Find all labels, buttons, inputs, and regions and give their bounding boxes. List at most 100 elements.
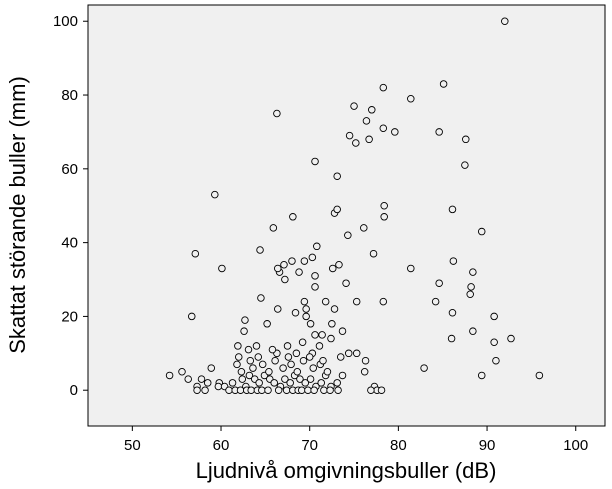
data-point — [214, 382, 223, 391]
data-point — [309, 364, 317, 372]
y-tick-label: 80 — [61, 87, 78, 104]
data-point — [280, 261, 288, 269]
data-point — [281, 275, 289, 284]
y-tick-label: 100 — [53, 13, 78, 30]
y-tick-label: 60 — [61, 161, 78, 178]
data-points — [165, 17, 544, 394]
data-point — [318, 331, 326, 339]
data-point — [302, 312, 310, 321]
data-point — [207, 364, 216, 372]
data-point — [344, 349, 353, 358]
data-point — [449, 257, 458, 265]
data-point — [333, 172, 341, 180]
data-point — [264, 386, 272, 394]
data-point — [233, 360, 241, 369]
data-point — [380, 201, 388, 210]
data-point — [297, 386, 306, 394]
data-point — [268, 345, 277, 354]
data-point — [289, 213, 297, 221]
data-point — [240, 327, 248, 335]
data-point — [335, 261, 343, 269]
data-point — [283, 342, 292, 350]
data-point — [329, 264, 337, 273]
x-tick-label: 80 — [390, 437, 407, 454]
data-point — [323, 368, 332, 376]
data-point — [279, 364, 287, 372]
data-point — [360, 368, 369, 376]
data-point — [352, 349, 361, 358]
data-point — [367, 386, 375, 394]
x-axis: 50 60 70 80 90 100 — [124, 426, 588, 454]
data-point — [311, 283, 319, 291]
data-point — [407, 264, 415, 273]
data-point — [333, 205, 341, 214]
y-tick-label: 0 — [70, 382, 78, 399]
data-point — [258, 360, 267, 369]
data-point — [235, 353, 243, 361]
data-point — [352, 139, 360, 147]
data-point — [184, 375, 192, 383]
data-point — [448, 308, 457, 317]
data-point — [469, 327, 477, 335]
data-point — [191, 249, 200, 258]
data-point — [271, 356, 279, 365]
data-point — [379, 124, 388, 132]
data-point — [306, 320, 315, 328]
y-tick-label: 40 — [61, 235, 78, 252]
data-point — [165, 371, 174, 380]
data-point — [477, 371, 486, 380]
x-tick-label: 60 — [213, 437, 230, 454]
data-point — [315, 342, 324, 350]
data-point — [336, 353, 345, 361]
data-point — [269, 224, 278, 232]
data-point — [330, 305, 339, 313]
data-point — [352, 297, 361, 306]
y-axis-title: Skattat störande buller (mm) — [5, 76, 30, 354]
data-point — [365, 135, 373, 144]
data-point — [288, 257, 296, 265]
data-point — [477, 227, 486, 236]
data-point — [249, 364, 257, 372]
data-point — [311, 331, 319, 339]
data-point — [201, 386, 209, 394]
data-point — [254, 353, 263, 361]
data-point — [237, 368, 246, 376]
data-point — [295, 268, 303, 276]
data-point — [228, 379, 237, 387]
data-point — [300, 297, 309, 306]
data-point — [244, 345, 253, 354]
data-point — [282, 386, 291, 394]
data-point — [308, 253, 317, 262]
data-point — [258, 386, 266, 394]
x-tick-label: 50 — [124, 437, 141, 454]
data-point — [234, 342, 242, 350]
data-point — [326, 386, 334, 394]
data-point — [218, 264, 226, 273]
data-point — [188, 312, 196, 321]
data-point — [274, 264, 282, 273]
data-point — [377, 386, 386, 394]
data-point — [379, 83, 388, 92]
data-point — [311, 157, 319, 166]
data-point — [461, 161, 469, 169]
data-point — [245, 371, 254, 380]
data-point — [247, 386, 255, 394]
data-point — [238, 375, 247, 383]
data-point — [345, 131, 354, 140]
data-point — [296, 375, 304, 383]
data-point — [300, 257, 309, 265]
data-point — [281, 375, 289, 383]
x-tick-label: 70 — [301, 437, 318, 454]
data-point — [507, 334, 515, 343]
data-point — [319, 356, 327, 365]
data-point — [252, 342, 261, 350]
data-point — [273, 109, 281, 118]
data-point — [490, 338, 498, 346]
data-point — [467, 283, 475, 291]
data-point — [313, 242, 321, 251]
data-point — [379, 297, 388, 306]
data-point — [320, 386, 328, 394]
data-point — [305, 353, 314, 361]
y-axis: 0 20 40 60 80 100 — [53, 13, 88, 399]
